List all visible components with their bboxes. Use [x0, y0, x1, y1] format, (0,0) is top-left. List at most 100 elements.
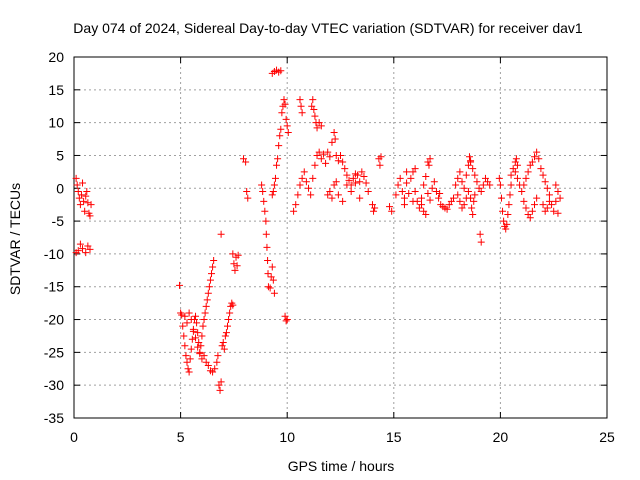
y-tick-label: 0 — [56, 180, 64, 196]
data-point — [370, 207, 378, 215]
data-point — [322, 159, 330, 167]
data-point — [315, 148, 323, 156]
data-point — [345, 176, 353, 184]
x-tick-label: 20 — [493, 429, 509, 445]
data-point — [219, 339, 227, 347]
data-point — [473, 178, 481, 186]
data-point — [512, 155, 520, 163]
data-point — [376, 161, 384, 169]
data-point — [528, 158, 536, 166]
data-point — [398, 188, 406, 196]
data-point — [460, 184, 468, 192]
data-point — [76, 201, 84, 209]
data-point — [185, 309, 193, 317]
data-point — [261, 207, 269, 215]
data-point — [282, 317, 290, 325]
data-point — [460, 201, 468, 209]
data-point — [449, 194, 457, 202]
data-point — [334, 157, 342, 165]
data-point — [405, 190, 413, 198]
data-point — [426, 155, 434, 163]
data-point — [198, 332, 206, 340]
data-point — [471, 191, 479, 199]
data-point — [499, 207, 507, 215]
data-point — [275, 142, 283, 150]
data-point — [554, 188, 562, 196]
data-point — [535, 155, 543, 163]
data-point — [313, 124, 321, 132]
data-point — [200, 352, 208, 360]
data-point — [192, 312, 200, 320]
y-tick-label: -5 — [52, 213, 65, 229]
data-point — [360, 172, 368, 180]
data-point — [180, 332, 188, 340]
data-point — [339, 197, 347, 205]
data-point — [79, 179, 87, 187]
data-point — [266, 284, 274, 292]
y-tick-label: -15 — [44, 279, 64, 295]
data-point — [192, 334, 200, 342]
data-point — [184, 365, 192, 373]
data-point — [300, 168, 308, 176]
data-point — [356, 194, 364, 202]
data-point — [307, 191, 315, 199]
data-point — [326, 188, 334, 196]
data-point — [179, 322, 187, 330]
data-point — [79, 245, 87, 253]
data-point — [264, 270, 272, 278]
data-point — [317, 122, 325, 130]
data-point — [513, 161, 521, 169]
data-point — [425, 161, 433, 169]
data-point — [213, 358, 221, 366]
plot-frame — [73, 56, 608, 419]
data-point — [204, 289, 212, 297]
data-point — [208, 270, 216, 278]
data-point — [229, 301, 237, 309]
data-point — [533, 194, 541, 202]
data-point — [407, 174, 415, 182]
data-point — [276, 132, 284, 140]
data-point — [181, 312, 189, 320]
data-point — [543, 204, 551, 212]
data-point — [298, 174, 306, 182]
data-point — [513, 174, 521, 182]
data-point — [418, 194, 426, 202]
data-point — [507, 171, 515, 179]
data-point — [533, 148, 541, 156]
data-point — [176, 281, 184, 289]
data-point — [298, 109, 306, 117]
data-point — [518, 188, 526, 196]
data-point — [178, 311, 186, 319]
y-tick-label: -30 — [44, 377, 64, 393]
data-point — [539, 201, 547, 209]
data-point — [556, 194, 564, 202]
data-point — [205, 283, 213, 291]
data-point — [418, 201, 426, 209]
data-point — [278, 109, 286, 117]
x-tick-label: 0 — [70, 429, 78, 445]
chart-title: Day 074 of 2024, Sidereal Day-to-day VTE… — [73, 20, 583, 36]
data-point — [454, 174, 462, 182]
data-point — [456, 168, 464, 176]
data-point — [201, 309, 209, 317]
data-point — [211, 365, 219, 373]
data-point — [269, 276, 277, 284]
data-point — [343, 171, 351, 179]
data-point — [226, 309, 234, 317]
data-point — [194, 329, 202, 337]
data-point — [188, 335, 196, 343]
data-point — [319, 150, 327, 158]
data-point — [270, 181, 278, 189]
data-point — [187, 316, 195, 324]
data-point — [394, 181, 402, 189]
data-point — [189, 327, 197, 335]
data-point — [539, 171, 547, 179]
data-point — [202, 302, 210, 310]
data-point — [263, 243, 271, 251]
data-point — [233, 262, 241, 270]
y-tick-label: -10 — [44, 246, 64, 262]
data-point — [351, 179, 359, 187]
data-point — [297, 102, 305, 110]
data-point — [186, 355, 194, 363]
data-point — [411, 165, 419, 173]
